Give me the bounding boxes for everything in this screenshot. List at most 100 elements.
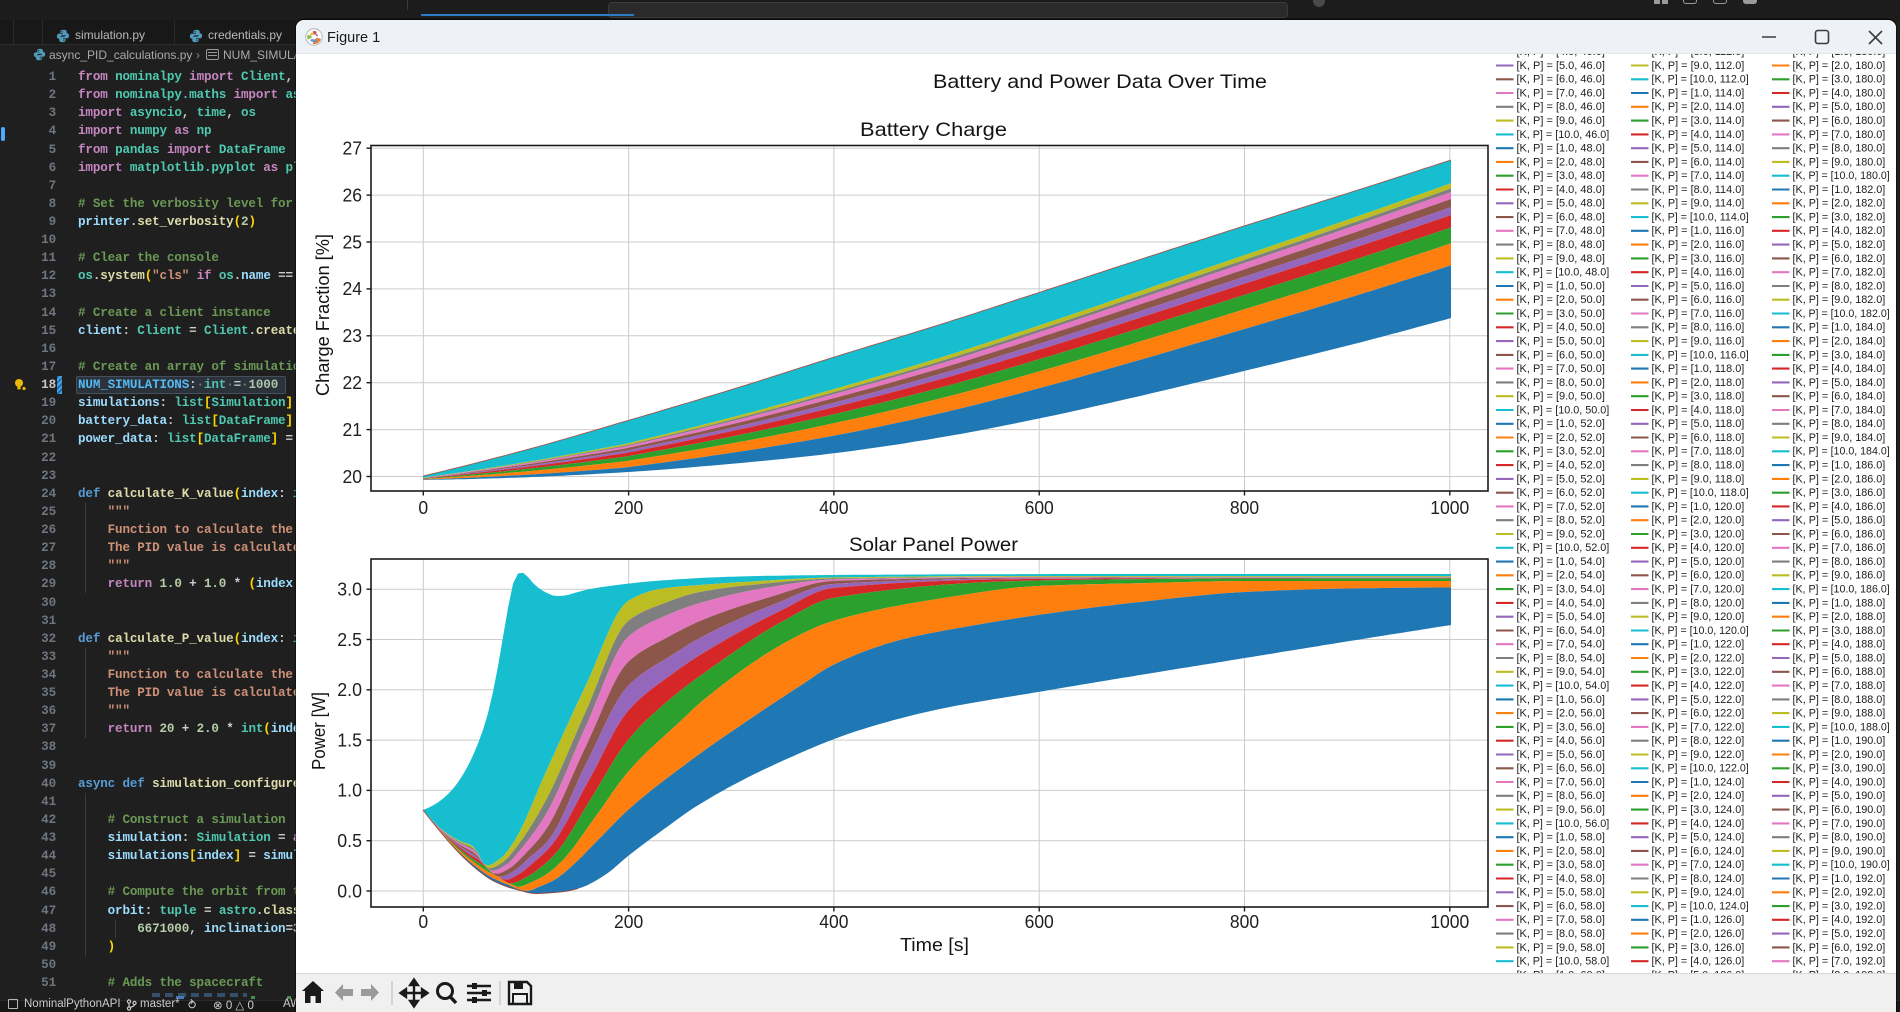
- svg-text:[K, P] = [7.0, 186.0]: [K, P] = [7.0, 186.0]: [1793, 542, 1886, 554]
- svg-text:[K, P] = [6.0, 56.0]: [K, P] = [6.0, 56.0]: [1517, 763, 1605, 775]
- svg-text:[K, P] = [1.0, 186.0]: [K, P] = [1.0, 186.0]: [1793, 460, 1886, 472]
- svg-text:[K, P] = [4.0, 184.0]: [K, P] = [4.0, 184.0]: [1793, 363, 1886, 375]
- svg-text:[K, P] = [1.0, 188.0]: [K, P] = [1.0, 188.0]: [1793, 597, 1886, 609]
- svg-text:[K, P] = [6.0, 50.0]: [K, P] = [6.0, 50.0]: [1517, 349, 1605, 361]
- svg-text:[K, P] = [5.0, 54.0]: [K, P] = [5.0, 54.0]: [1517, 611, 1605, 623]
- svg-text:[K, P] = [2.0, 54.0]: [K, P] = [2.0, 54.0]: [1517, 570, 1605, 582]
- svg-text:3.0: 3.0: [337, 579, 362, 600]
- svg-text:[K, P] = [2.0, 192.0]: [K, P] = [2.0, 192.0]: [1793, 887, 1886, 899]
- svg-text:[K, P] = [2.0, 52.0]: [K, P] = [2.0, 52.0]: [1517, 432, 1605, 444]
- svg-text:[K, P] = [6.0, 188.0]: [K, P] = [6.0, 188.0]: [1793, 666, 1886, 678]
- svg-text:[K, P] = [9.0, 54.0]: [K, P] = [9.0, 54.0]: [1517, 666, 1605, 678]
- svg-text:[K, P] = [10.0, 118.0]: [K, P] = [10.0, 118.0]: [1652, 487, 1749, 499]
- svg-text:[K, P] = [2.0, 116.0]: [K, P] = [2.0, 116.0]: [1652, 239, 1745, 251]
- svg-text:[K, P] = [1.0, 124.0]: [K, P] = [1.0, 124.0]: [1652, 776, 1745, 788]
- svg-text:0.0: 0.0: [337, 880, 362, 901]
- svg-text:600: 600: [1025, 497, 1054, 518]
- svg-text:[K, P] = [10.0, 188.0]: [K, P] = [10.0, 188.0]: [1793, 721, 1890, 733]
- svg-text:24: 24: [343, 278, 363, 299]
- svg-text:[K, P] = [8.0, 114.0]: [K, P] = [8.0, 114.0]: [1652, 184, 1745, 196]
- svg-text:[K, P] = [5.0, 50.0]: [K, P] = [5.0, 50.0]: [1517, 336, 1605, 348]
- svg-text:[K, P] = [5.0, 120.0]: [K, P] = [5.0, 120.0]: [1652, 556, 1745, 568]
- svg-text:1000: 1000: [1430, 497, 1469, 518]
- svg-text:[K, P] = [10.0, 180.0]: [K, P] = [10.0, 180.0]: [1793, 170, 1890, 182]
- svg-text:[K, P] = [10.0, 46.0]: [K, P] = [10.0, 46.0]: [1517, 129, 1610, 141]
- svg-text:[K, P] = [2.0, 186.0]: [K, P] = [2.0, 186.0]: [1793, 473, 1886, 485]
- svg-text:[K, P] = [3.0, 50.0]: [K, P] = [3.0, 50.0]: [1517, 308, 1605, 320]
- svg-text:[K, P] = [8.0, 56.0]: [K, P] = [8.0, 56.0]: [1517, 790, 1605, 802]
- svg-text:[K, P] = [1.0, 58.0]: [K, P] = [1.0, 58.0]: [1517, 832, 1605, 844]
- svg-text:[K, P] = [2.0, 118.0]: [K, P] = [2.0, 118.0]: [1652, 377, 1745, 389]
- svg-text:[K, P] = [5.0, 184.0]: [K, P] = [5.0, 184.0]: [1793, 377, 1886, 389]
- svg-text:[K, P] = [5.0, 182.0]: [K, P] = [5.0, 182.0]: [1793, 239, 1886, 251]
- svg-text:[K, P] = [4.0, 56.0]: [K, P] = [4.0, 56.0]: [1517, 735, 1605, 747]
- svg-text:600: 600: [1025, 911, 1054, 932]
- svg-text:[K, P] = [4.0, 118.0]: [K, P] = [4.0, 118.0]: [1652, 404, 1745, 416]
- svg-text:[K, P] = [4.0, 188.0]: [K, P] = [4.0, 188.0]: [1793, 639, 1886, 651]
- svg-text:[K, P] = [2.0, 124.0]: [K, P] = [2.0, 124.0]: [1652, 790, 1745, 802]
- svg-text:[K, P] = [9.0, 58.0]: [K, P] = [9.0, 58.0]: [1517, 942, 1605, 954]
- svg-text:[K, P] = [1.0, 182.0]: [K, P] = [1.0, 182.0]: [1793, 184, 1886, 196]
- svg-text:[K, P] = [7.0, 52.0]: [K, P] = [7.0, 52.0]: [1517, 501, 1605, 513]
- svg-text:[K, P] = [3.0, 190.0]: [K, P] = [3.0, 190.0]: [1793, 763, 1886, 775]
- svg-text:[K, P] = [7.0, 56.0]: [K, P] = [7.0, 56.0]: [1517, 776, 1605, 788]
- svg-text:[K, P] = [4.0, 48.0]: [K, P] = [4.0, 48.0]: [1517, 184, 1605, 196]
- svg-text:[K, P] = [4.0, 114.0]: [K, P] = [4.0, 114.0]: [1652, 129, 1745, 141]
- svg-text:[K, P] = [2.0, 114.0]: [K, P] = [2.0, 114.0]: [1652, 101, 1745, 113]
- svg-text:[K, P] = [5.0, 190.0]: [K, P] = [5.0, 190.0]: [1793, 790, 1886, 802]
- svg-text:[K, P] = [10.0, 112.0]: [K, P] = [10.0, 112.0]: [1652, 74, 1749, 86]
- svg-text:21: 21: [343, 419, 363, 440]
- svg-text:[K, P] = [4.0, 116.0]: [K, P] = [4.0, 116.0]: [1652, 267, 1745, 279]
- svg-text:[K, P] = [8.0, 186.0]: [K, P] = [8.0, 186.0]: [1793, 556, 1886, 568]
- svg-text:[K, P] = [5.0, 186.0]: [K, P] = [5.0, 186.0]: [1793, 515, 1886, 527]
- svg-text:[K, P] = [9.0, 186.0]: [K, P] = [9.0, 186.0]: [1793, 570, 1886, 582]
- svg-text:800: 800: [1230, 911, 1259, 932]
- svg-text:[K, P] = [6.0, 114.0]: [K, P] = [6.0, 114.0]: [1652, 156, 1745, 168]
- svg-text:[K, P] = [1.0, 120.0]: [K, P] = [1.0, 120.0]: [1652, 501, 1745, 513]
- svg-text:[K, P] = [8.0, 124.0]: [K, P] = [8.0, 124.0]: [1652, 873, 1745, 885]
- svg-text:[K, P] = [3.0, 54.0]: [K, P] = [3.0, 54.0]: [1517, 584, 1605, 596]
- svg-text:[K, P] = [1.0, 184.0]: [K, P] = [1.0, 184.0]: [1793, 322, 1886, 334]
- svg-text:[K, P] = [8.0, 54.0]: [K, P] = [8.0, 54.0]: [1517, 652, 1605, 664]
- svg-text:[K, P] = [8.0, 46.0]: [K, P] = [8.0, 46.0]: [1517, 101, 1605, 113]
- svg-text:[K, P] = [4.0, 126.0]: [K, P] = [4.0, 126.0]: [1652, 956, 1745, 968]
- svg-text:[K, P] = [8.0, 118.0]: [K, P] = [8.0, 118.0]: [1652, 460, 1745, 472]
- svg-text:[K, P] = [9.0, 52.0]: [K, P] = [9.0, 52.0]: [1517, 528, 1605, 540]
- svg-text:[K, P] = [3.0, 126.0]: [K, P] = [3.0, 126.0]: [1652, 942, 1745, 954]
- svg-text:[K, P] = [8.0, 190.0]: [K, P] = [8.0, 190.0]: [1793, 832, 1886, 844]
- svg-text:[K, P] = [9.0, 50.0]: [K, P] = [9.0, 50.0]: [1517, 391, 1605, 403]
- svg-text:[K, P] = [9.0, 46.0]: [K, P] = [9.0, 46.0]: [1517, 115, 1605, 127]
- svg-text:[K, P] = [6.0, 118.0]: [K, P] = [6.0, 118.0]: [1652, 432, 1745, 444]
- svg-text:[K, P] = [6.0, 182.0]: [K, P] = [6.0, 182.0]: [1793, 253, 1886, 265]
- svg-text:[K, P] = [5.0, 188.0]: [K, P] = [5.0, 188.0]: [1793, 652, 1886, 664]
- svg-text:20: 20: [343, 466, 363, 487]
- svg-text:[K, P] = [9.0, 48.0]: [K, P] = [9.0, 48.0]: [1517, 253, 1605, 265]
- svg-text:[K, P] = [10.0, 190.0]: [K, P] = [10.0, 190.0]: [1793, 859, 1890, 871]
- svg-text:2.0: 2.0: [337, 679, 362, 700]
- svg-text:[K, P] = [2.0, 190.0]: [K, P] = [2.0, 190.0]: [1793, 749, 1886, 761]
- svg-text:[K, P] = [2.0, 122.0]: [K, P] = [2.0, 122.0]: [1652, 652, 1745, 664]
- svg-text:[K, P] = [3.0, 118.0]: [K, P] = [3.0, 118.0]: [1652, 391, 1745, 403]
- svg-text:[K, P] = [1.0, 118.0]: [K, P] = [1.0, 118.0]: [1652, 363, 1745, 375]
- svg-text:[K, P] = [1.0, 114.0]: [K, P] = [1.0, 114.0]: [1652, 87, 1745, 99]
- svg-text:Charge Fraction [%]: Charge Fraction [%]: [313, 234, 333, 396]
- svg-text:[K, P] = [2.0, 120.0]: [K, P] = [2.0, 120.0]: [1652, 515, 1745, 527]
- svg-text:[K, P] = [8.0, 180.0]: [K, P] = [8.0, 180.0]: [1793, 143, 1886, 155]
- svg-text:[K, P] = [10.0, 52.0]: [K, P] = [10.0, 52.0]: [1517, 542, 1610, 554]
- svg-text:[K, P] = [6.0, 186.0]: [K, P] = [6.0, 186.0]: [1793, 528, 1886, 540]
- svg-text:[K, P] = [7.0, 114.0]: [K, P] = [7.0, 114.0]: [1652, 170, 1745, 182]
- svg-text:[K, P] = [4.0, 46.0]: [K, P] = [4.0, 46.0]: [1517, 54, 1605, 58]
- svg-text:1.0: 1.0: [337, 780, 362, 801]
- svg-text:[K, P] = [1.0, 122.0]: [K, P] = [1.0, 122.0]: [1652, 639, 1745, 651]
- svg-text:[K, P] = [7.0, 180.0]: [K, P] = [7.0, 180.0]: [1793, 129, 1886, 141]
- svg-text:[K, P] = [4.0, 122.0]: [K, P] = [4.0, 122.0]: [1652, 680, 1745, 692]
- svg-text:[K, P] = [7.0, 48.0]: [K, P] = [7.0, 48.0]: [1517, 225, 1605, 237]
- svg-text:[K, P] = [7.0, 192.0]: [K, P] = [7.0, 192.0]: [1793, 956, 1886, 968]
- svg-text:[K, P] = [3.0, 182.0]: [K, P] = [3.0, 182.0]: [1793, 212, 1886, 224]
- svg-text:[K, P] = [7.0, 54.0]: [K, P] = [7.0, 54.0]: [1517, 639, 1605, 651]
- svg-text:[K, P] = [10.0, 122.0]: [K, P] = [10.0, 122.0]: [1652, 763, 1749, 775]
- svg-text:[K, P] = [9.0, 182.0]: [K, P] = [9.0, 182.0]: [1793, 294, 1886, 306]
- svg-text:[K, P] = [7.0, 120.0]: [K, P] = [7.0, 120.0]: [1652, 584, 1745, 596]
- svg-text:[K, P] = [3.0, 180.0]: [K, P] = [3.0, 180.0]: [1793, 74, 1886, 86]
- svg-text:[K, P] = [1.0, 56.0]: [K, P] = [1.0, 56.0]: [1517, 694, 1605, 706]
